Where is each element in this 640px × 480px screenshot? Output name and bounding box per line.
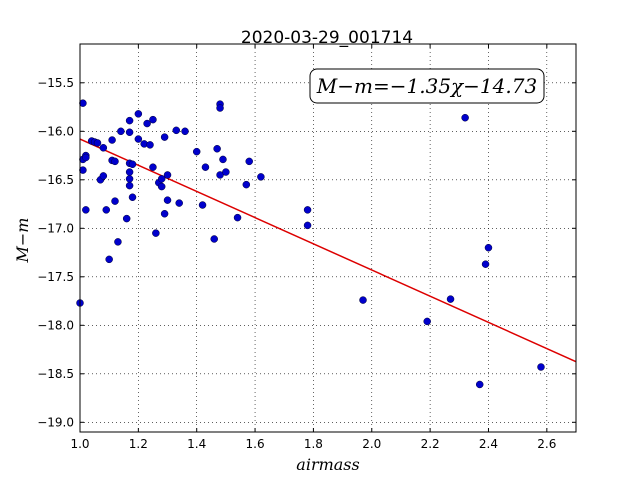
data-point	[114, 238, 122, 246]
chart-title: 2020-03-29_001714	[241, 28, 413, 48]
data-point	[125, 128, 134, 137]
data-point	[79, 166, 87, 174]
data-point	[537, 363, 545, 371]
data-point	[175, 199, 183, 207]
data-point	[242, 180, 251, 189]
data-point	[125, 116, 134, 125]
x-tick-label: 2.4	[479, 437, 498, 451]
data-point	[157, 182, 166, 191]
data-point	[192, 147, 201, 156]
data-point	[79, 99, 87, 107]
data-point	[172, 126, 181, 135]
y-tick-label: −18.0	[37, 318, 74, 332]
data-point	[481, 260, 490, 268]
data-point	[93, 139, 102, 147]
data-point	[201, 163, 210, 171]
ticks-layer: 1.0 1.2 1.4 1.6 1.8 2.0 2.2 2.4 2.6 −15.5 −16.0 −16…	[37, 44, 576, 451]
data-point	[423, 317, 431, 326]
data-point	[233, 213, 242, 222]
points-layer	[76, 99, 545, 389]
data-point	[219, 155, 227, 164]
data-point	[160, 210, 169, 218]
fit-annotation: M−m=−1.35χ−14.73	[309, 68, 545, 104]
y-tick-label: −17.0	[37, 221, 74, 235]
data-point	[117, 127, 125, 136]
y-tick-label: −18.5	[37, 367, 74, 381]
data-point	[99, 172, 108, 180]
x-tick-label: 2.2	[421, 437, 440, 451]
plot-area-frame	[79, 43, 577, 433]
data-point	[475, 380, 484, 389]
data-point	[128, 193, 137, 202]
data-point	[125, 168, 134, 176]
y-axis-label: M−m	[13, 218, 32, 264]
y-tick-label: −15.5	[37, 76, 74, 90]
y-tick-label: −16.5	[37, 173, 74, 187]
data-point	[484, 243, 493, 252]
data-point	[108, 136, 116, 144]
data-point	[102, 206, 111, 214]
data-point	[446, 295, 455, 303]
annotation-box	[309, 68, 545, 104]
y-tick-label: −16.0	[37, 124, 74, 138]
data-point	[82, 206, 90, 214]
data-point	[213, 145, 221, 153]
x-tick-label: 1.8	[304, 437, 323, 451]
data-point	[149, 163, 157, 171]
fit-equation-label: M−m=−1.35χ−14.73	[316, 74, 537, 98]
data-point	[134, 110, 143, 118]
data-point	[125, 181, 134, 190]
data-point	[303, 206, 312, 214]
data-point	[105, 255, 113, 264]
data-point	[160, 133, 169, 141]
x-axis-label: airmass	[296, 455, 359, 474]
data-point	[198, 201, 207, 209]
x-tick-label: 1.6	[246, 437, 265, 451]
data-point	[181, 127, 189, 136]
data-point	[125, 175, 134, 183]
data-point	[152, 229, 160, 237]
x-tick-label: 1.2	[129, 437, 148, 451]
data-point	[111, 197, 119, 205]
data-point	[146, 141, 154, 149]
data-point	[461, 113, 469, 122]
data-point	[82, 153, 90, 162]
data-point	[143, 119, 151, 128]
data-point	[157, 175, 166, 183]
data-point	[359, 296, 367, 304]
data-point	[216, 104, 224, 112]
data-point	[210, 235, 218, 243]
x-tick-label: 2.0	[362, 437, 381, 451]
y-tick-label: −17.5	[37, 270, 74, 284]
data-point	[128, 160, 137, 169]
data-point	[122, 214, 131, 223]
y-tick-label: −19.0	[37, 415, 74, 429]
data-point	[257, 173, 265, 181]
x-tick-label: 1.0	[70, 437, 89, 451]
data-point	[245, 157, 253, 166]
data-point	[111, 157, 119, 166]
data-point	[99, 144, 108, 152]
data-point	[149, 115, 157, 124]
x-tick-label: 1.4	[187, 437, 206, 451]
data-point	[163, 196, 172, 204]
data-point	[222, 168, 230, 176]
x-tick-label: 2.6	[537, 437, 556, 451]
data-point	[303, 221, 312, 230]
data-point	[134, 135, 143, 143]
data-point	[163, 171, 172, 179]
